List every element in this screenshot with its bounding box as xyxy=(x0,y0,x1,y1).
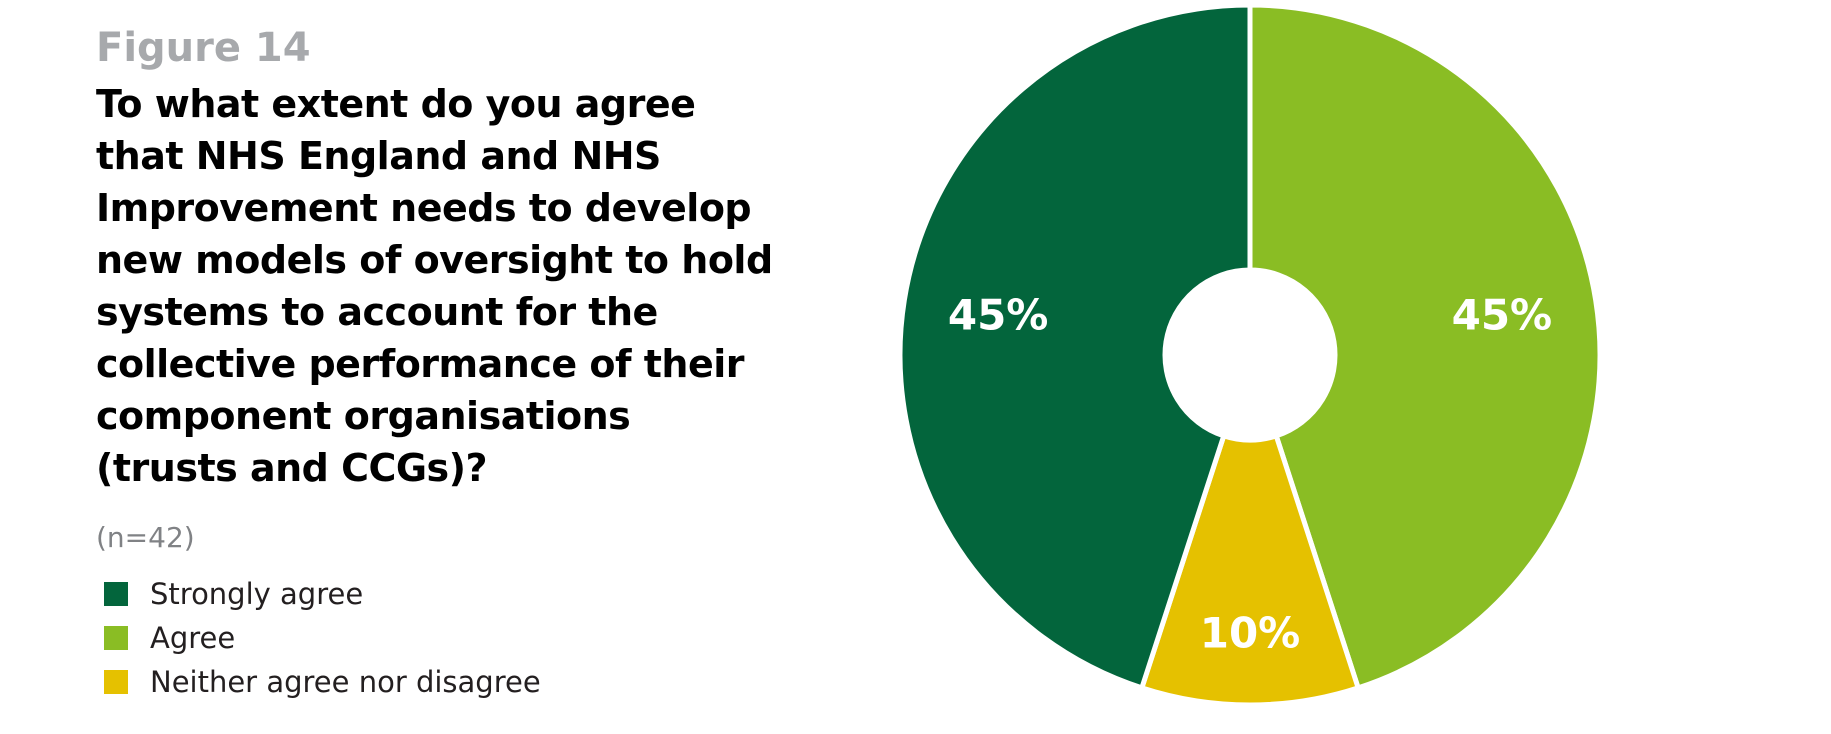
data-label-strongly-agree: 45% xyxy=(948,291,1049,340)
slice-neither xyxy=(1138,432,1362,708)
data-label-agree: 45% xyxy=(1452,291,1553,340)
legend: Strongly agree Agree Neither agree nor d… xyxy=(96,572,796,704)
legend-item-agree: Agree xyxy=(96,616,796,660)
donut-slices xyxy=(897,2,1603,708)
chart-title: To what extent do you agree that NHS Eng… xyxy=(96,82,773,490)
slice-agree xyxy=(1247,2,1603,692)
figure-label: Figure 14 xyxy=(96,25,311,71)
legend-label-neither: Neither agree nor disagree xyxy=(150,665,541,699)
data-label-neither: 10% xyxy=(1200,609,1301,658)
legend-swatch-agree xyxy=(104,626,128,650)
slice-strongly-agree xyxy=(897,2,1253,692)
left-panel: Figure 14 To what extent do you agree th… xyxy=(96,22,796,704)
legend-swatch-neither xyxy=(104,670,128,694)
legend-item-strongly-agree: Strongly agree xyxy=(96,572,796,616)
legend-label-agree: Agree xyxy=(150,621,236,655)
legend-item-neither: Neither agree nor disagree xyxy=(96,660,796,704)
sample-size: (n=42) xyxy=(96,521,195,554)
donut-chart: 45% 10% 45% xyxy=(897,2,1603,708)
legend-swatch-strongly-agree xyxy=(104,582,128,606)
donut-labels: 45% 10% 45% xyxy=(948,291,1552,658)
legend-label-strongly-agree: Strongly agree xyxy=(150,577,364,611)
